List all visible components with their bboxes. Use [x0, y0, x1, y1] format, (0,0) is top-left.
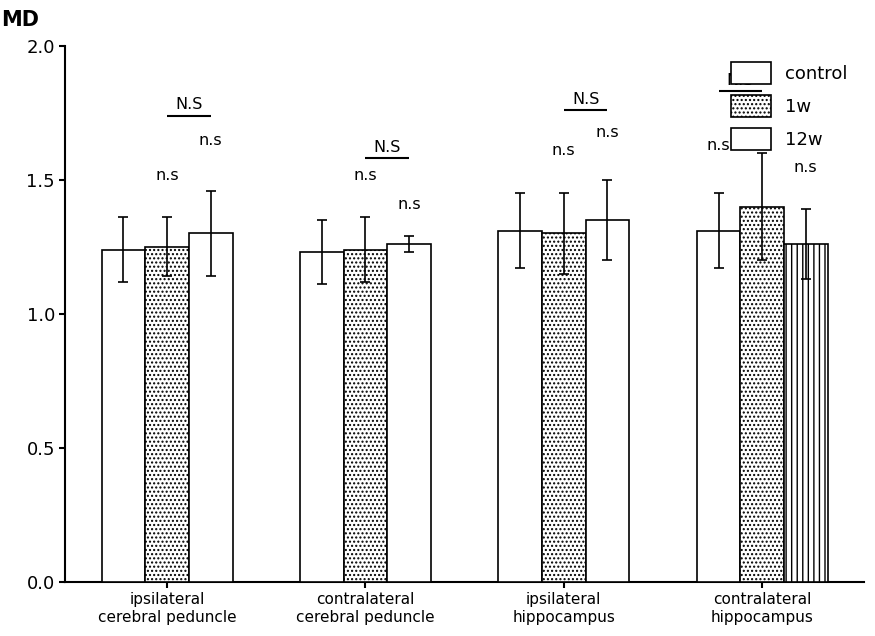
Bar — [344, 249, 388, 582]
Text: N.S: N.S — [726, 73, 754, 88]
Text: N.S: N.S — [175, 97, 203, 113]
Bar — [300, 252, 344, 582]
Text: n.s: n.s — [552, 144, 576, 158]
Text: n.s: n.s — [707, 138, 731, 153]
Bar — [189, 233, 233, 582]
Bar — [740, 207, 784, 582]
Bar — [585, 220, 629, 582]
Bar — [784, 244, 828, 582]
Text: n.s: n.s — [199, 133, 222, 148]
Bar — [388, 244, 430, 582]
Bar — [696, 231, 740, 582]
Bar — [499, 231, 542, 582]
Text: N.S: N.S — [374, 140, 401, 155]
Text: n.s: n.s — [155, 167, 178, 183]
Bar — [145, 247, 189, 582]
Bar — [542, 233, 585, 582]
Text: N.S: N.S — [572, 92, 599, 107]
Text: n.s: n.s — [354, 167, 377, 183]
Text: n.s: n.s — [794, 160, 817, 174]
Text: MD: MD — [2, 10, 39, 30]
Legend: control, 1w, 12w: control, 1w, 12w — [724, 55, 855, 157]
Bar — [102, 249, 145, 582]
Text: n.s: n.s — [596, 125, 619, 140]
Text: n.s: n.s — [397, 197, 421, 212]
